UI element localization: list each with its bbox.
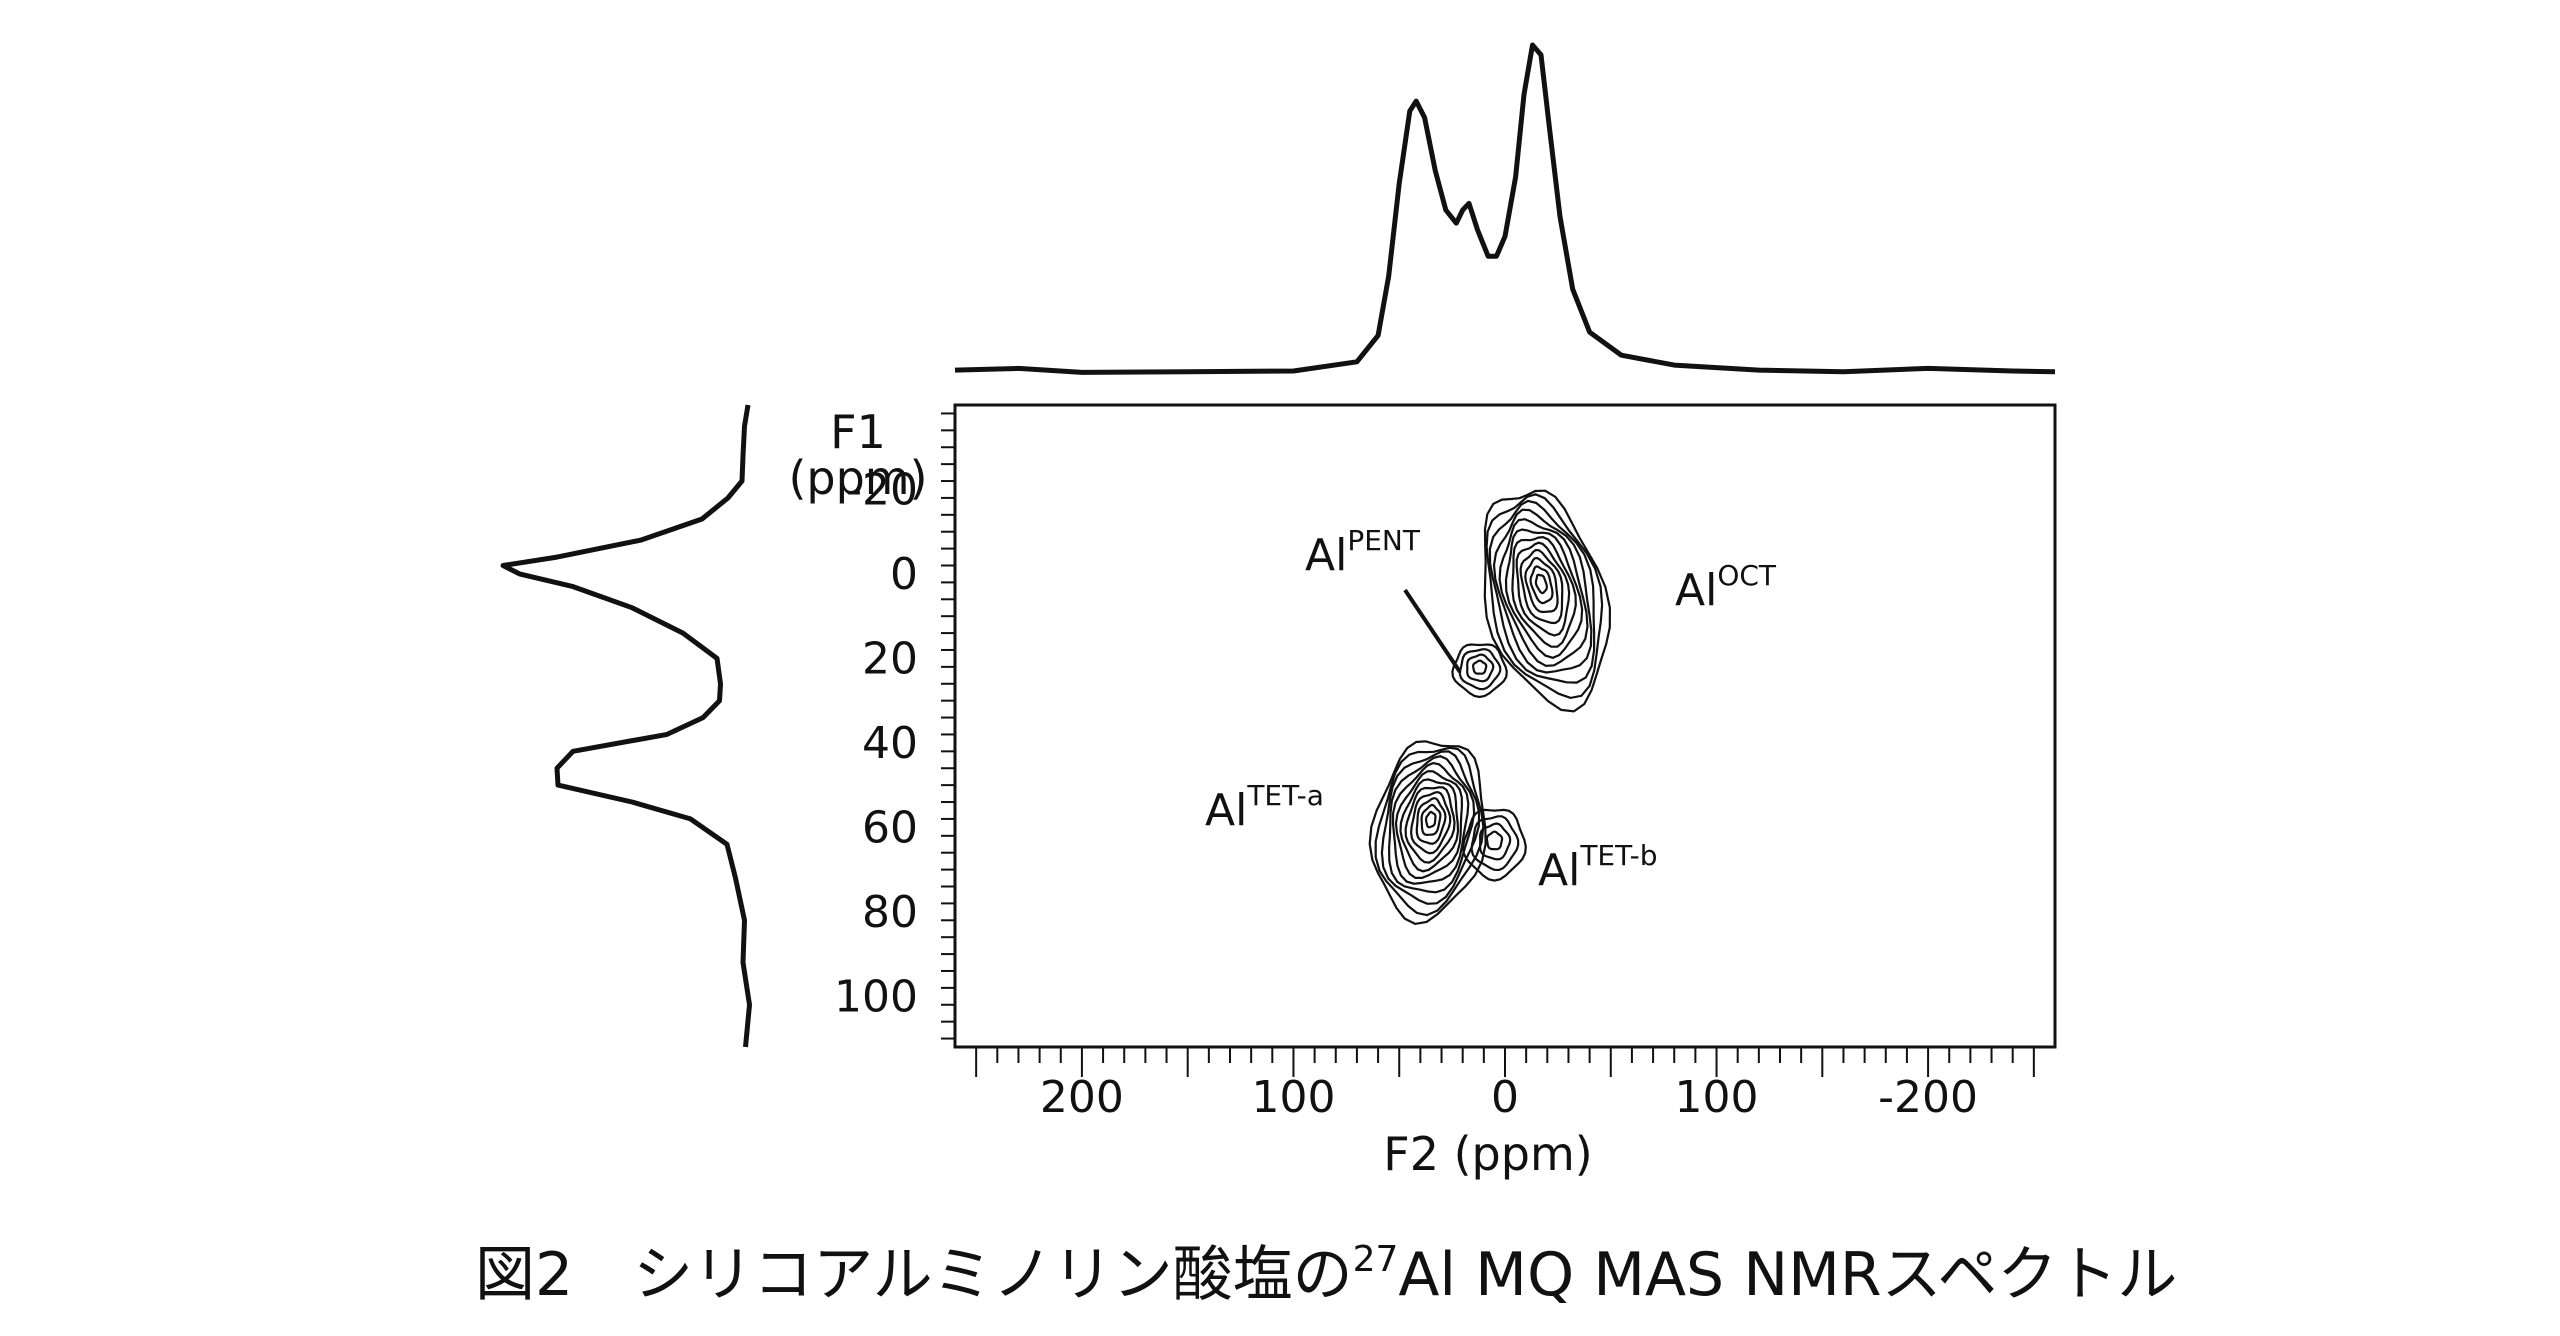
x-tick-label: 0 — [1491, 1072, 1519, 1123]
y-tick-label: 100 — [834, 971, 918, 1022]
contour-tet — [1404, 786, 1456, 864]
y-axis-title-line1: F1 — [830, 405, 886, 459]
contour-tet — [1420, 803, 1442, 837]
y-tick-label: 80 — [862, 887, 918, 938]
figure-caption: 図2 シリコアルミノリン酸塩の27Al MQ MAS NMRスペクトル — [475, 1239, 2177, 1310]
contour-oct — [1504, 528, 1584, 659]
x-axis-tick-labels: 200 100 0 100 -200 — [1040, 1072, 1978, 1123]
x-tick-label: 100 — [1675, 1072, 1759, 1123]
contour-tet — [1409, 790, 1452, 855]
contour-oct — [1534, 573, 1548, 595]
peak-label-tet-b: AlTET-b — [1538, 839, 1658, 896]
f2-projection-trace — [954, 42, 2056, 375]
contour-tet — [1391, 761, 1470, 885]
contour-tet — [1380, 750, 1481, 905]
contour-tet — [1394, 770, 1464, 880]
contour-tet-b — [1478, 822, 1512, 861]
peak-label-tet-a: AlTET-a — [1205, 779, 1324, 836]
contour-oct — [1519, 548, 1564, 625]
contour-pent — [1471, 659, 1488, 675]
y-tick-label: 40 — [862, 718, 918, 769]
x-tick-label: -200 — [1878, 1072, 1978, 1123]
contour-oct — [1524, 556, 1559, 614]
contour-oct — [1529, 565, 1554, 605]
peak-label-oct: AlOCT — [1675, 559, 1777, 616]
y-axis-tick-labels: -20 0 20 40 60 80 100 — [834, 464, 918, 1022]
contour-tet — [1387, 755, 1476, 894]
x-axis-title: F2 (ppm) — [1383, 1127, 1592, 1181]
y-axis-ticks — [941, 412, 955, 1040]
contour-oct — [1492, 508, 1593, 674]
contour-tet — [1415, 796, 1447, 845]
f1-projection-trace — [500, 404, 752, 1048]
contour-tet-b — [1485, 830, 1504, 851]
contour-pent — [1458, 648, 1502, 691]
contour-tet — [1399, 778, 1460, 873]
y-tick-label: -20 — [846, 464, 918, 515]
contour-oct — [1498, 518, 1589, 668]
contour-tet-b — [1461, 808, 1527, 882]
contour-tet — [1368, 740, 1487, 926]
y-tick-label: 20 — [862, 633, 918, 684]
y-tick-label: 60 — [862, 802, 918, 853]
peak-label-pent: AlPENT — [1305, 524, 1421, 581]
contour-oct — [1488, 499, 1596, 684]
pentacoordinate-pointer-line — [1403, 588, 1462, 674]
contour-tet — [1374, 746, 1485, 917]
x-tick-label: 100 — [1251, 1072, 1335, 1123]
contour-tet-b — [1470, 815, 1520, 872]
y-tick-label: 0 — [890, 549, 918, 600]
contour-oct — [1483, 489, 1612, 713]
x-tick-label: 200 — [1040, 1072, 1124, 1123]
contour-oct — [1515, 541, 1571, 637]
contour-plot — [1368, 489, 1612, 926]
contour-pent — [1451, 643, 1508, 699]
contour-pent — [1466, 653, 1495, 683]
y-axis-title-line2: (ppm) — [788, 451, 927, 505]
contour-tet — [1424, 810, 1437, 829]
contour-oct — [1511, 535, 1577, 648]
x-axis-ticks — [975, 1047, 2035, 1077]
contour-oct — [1485, 493, 1604, 700]
plot-frame — [953, 403, 2057, 1049]
